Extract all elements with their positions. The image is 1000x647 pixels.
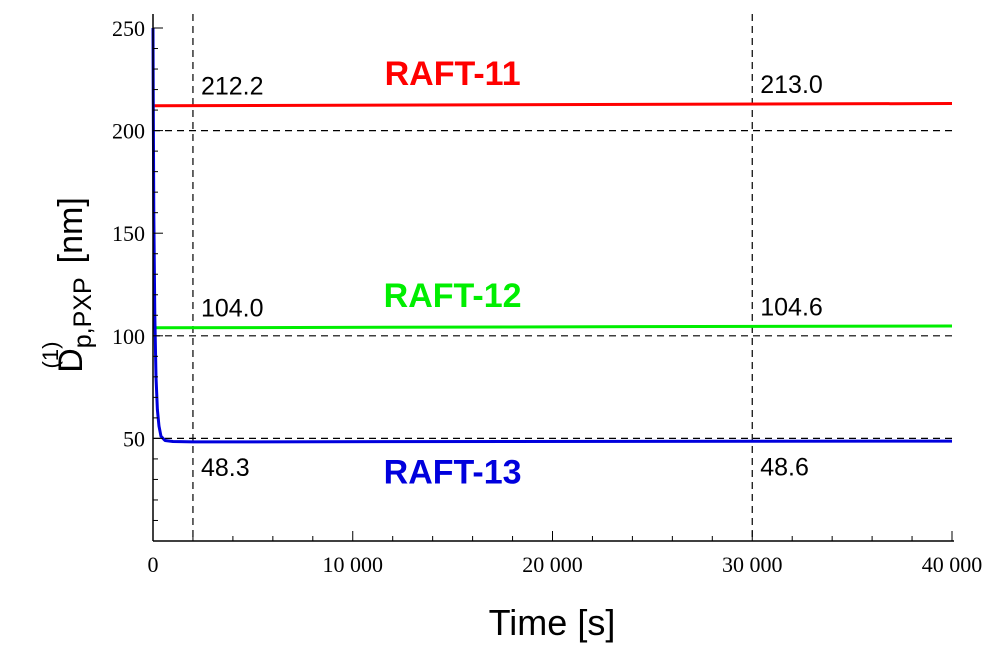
labels: 50 100 150 200 250 0 10 000 20 000 30 000 40 000 R…	[112, 16, 982, 577]
y-tick-label: 200	[112, 119, 145, 144]
y-axis-title-sup: (1)	[38, 342, 63, 369]
reference-lines	[153, 14, 952, 541]
x-tick-label: 20 000	[522, 552, 583, 577]
y-tick-label: 150	[112, 221, 145, 246]
series-line-raft-13	[151, 27, 953, 444]
series-label-raft-12: RAFT-12	[384, 277, 522, 315]
y-axis-title: Dp,PXP [nm] (1)	[38, 197, 97, 373]
series-lines	[151, 27, 953, 444]
x-tick-label: 30 000	[722, 552, 783, 577]
value-label: 48.6	[760, 453, 809, 481]
x-tick-label: 40 000	[922, 552, 983, 577]
value-label: 104.0	[201, 295, 264, 323]
y-axis-title-unit: [nm]	[52, 197, 90, 263]
y-axis-title-sub: p,PXP	[69, 277, 97, 348]
y-tick-label: 250	[112, 16, 145, 41]
series-label-raft-13: RAFT-13	[384, 453, 522, 491]
series-label-raft-11: RAFT-11	[385, 55, 521, 93]
svg-text:Dp,PXP[nm]: Dp,PXP [nm]	[52, 197, 97, 373]
y-axis-title-main: D	[52, 348, 90, 373]
y-tick-label: 100	[112, 324, 145, 349]
value-label: 48.3	[201, 454, 250, 482]
value-label: 212.2	[201, 73, 264, 101]
x-tick-label: 10 000	[323, 552, 384, 577]
y-tick-label: 50	[123, 426, 145, 451]
value-label: 213.0	[760, 71, 823, 99]
series-line-raft-11	[152, 102, 953, 108]
axes	[152, 14, 954, 542]
value-label: 104.6	[760, 293, 823, 321]
x-axis-title: Time [s]	[489, 602, 616, 643]
x-tick-label: 0	[148, 552, 159, 577]
series-line-raft-12	[152, 324, 953, 330]
